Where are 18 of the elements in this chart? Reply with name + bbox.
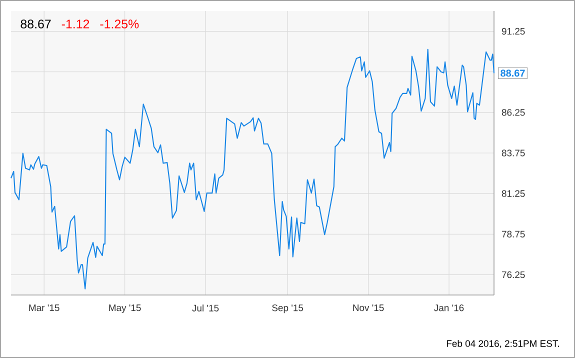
annotation: 88.67 <box>20 20 51 28</box>
x-tick-label: Jul '15 <box>192 304 219 312</box>
x-tick-label: Sep '15 <box>272 304 304 314</box>
annotation: 88.67 <box>500 70 525 77</box>
x-tick-label: Mar '15 <box>29 304 60 312</box>
x-tick-label: Nov '15 <box>353 304 384 312</box>
annotation: -1.12 <box>62 20 90 28</box>
x-tick-label: May '15 <box>109 304 141 313</box>
y-tick-label: 86.25 <box>502 109 525 116</box>
y-tick-label: 78.75 <box>502 230 525 238</box>
y-tick-label: 81.25 <box>502 190 525 197</box>
y-tick-label: 83.75 <box>502 150 525 156</box>
x-tick-label: Jan '16 <box>434 304 464 312</box>
line-series <box>10 48 495 290</box>
y-tick-label: 76.25 <box>502 271 525 278</box>
text: Feb 04 2016, 2:51PM EST. <box>446 340 559 348</box>
y-tick-label: 91.25 <box>502 28 525 35</box>
annotation: -1.25% <box>100 20 139 28</box>
